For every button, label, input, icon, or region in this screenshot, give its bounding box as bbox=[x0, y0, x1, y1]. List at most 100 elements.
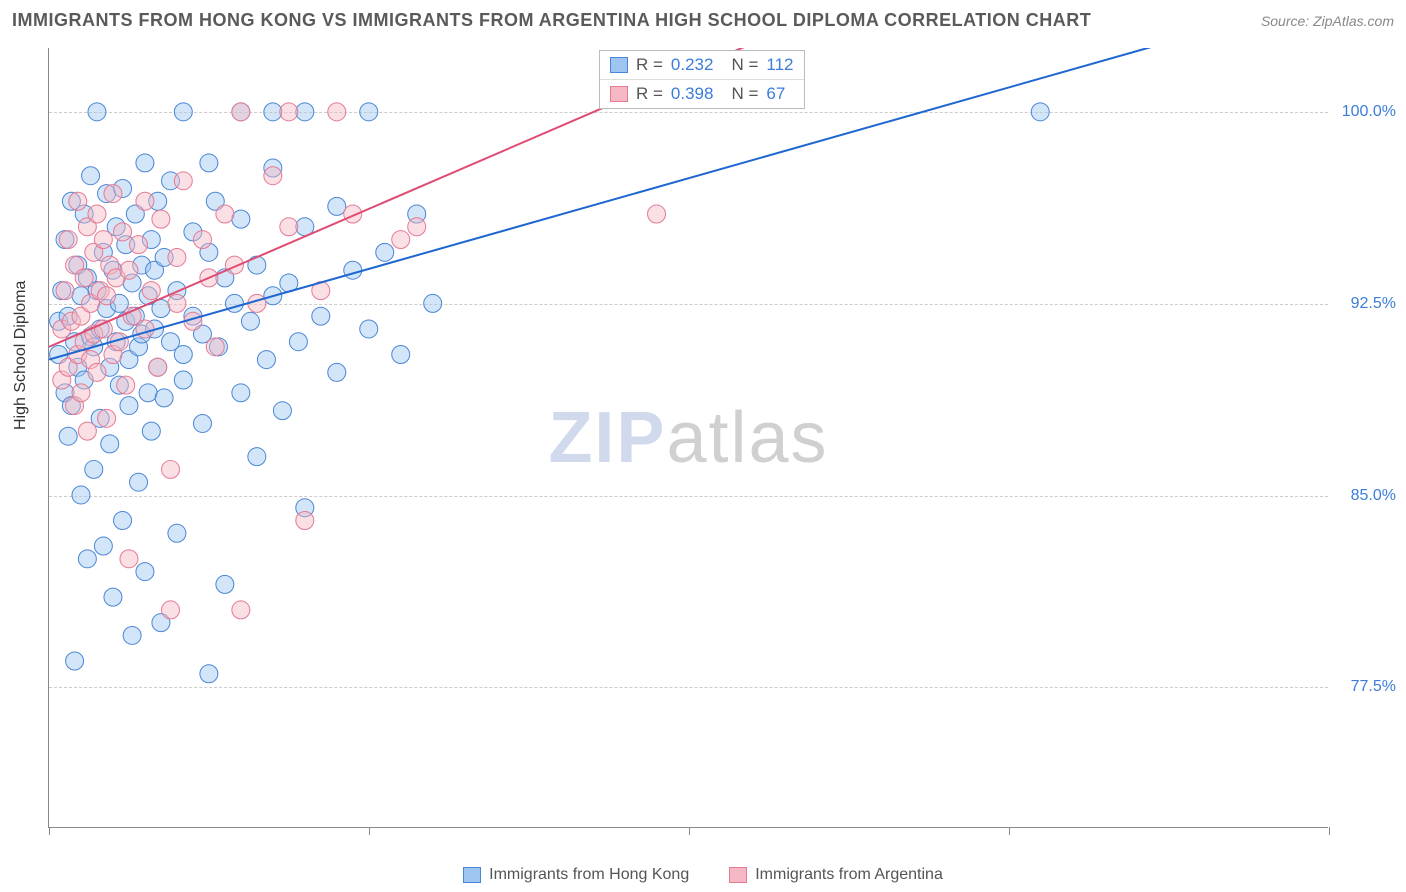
scatter-point bbox=[59, 427, 77, 445]
scatter-point bbox=[376, 243, 394, 261]
scatter-point bbox=[174, 371, 192, 389]
scatter-point bbox=[168, 294, 186, 312]
scatter-point bbox=[264, 103, 282, 121]
scatter-point bbox=[193, 414, 211, 432]
ytick-label: 92.5% bbox=[1351, 295, 1396, 313]
scatter-point bbox=[120, 550, 138, 568]
scatter-point bbox=[78, 422, 96, 440]
scatter-point bbox=[312, 307, 330, 325]
legend-label: Immigrants from Argentina bbox=[755, 866, 943, 884]
scatter-point bbox=[174, 172, 192, 190]
scatter-point bbox=[130, 236, 148, 254]
stat-r-value: 0.232 bbox=[671, 55, 714, 75]
legend-bottom: Immigrants from Hong Kong Immigrants from… bbox=[0, 866, 1406, 884]
swatch-icon bbox=[729, 867, 747, 883]
scatter-point bbox=[117, 376, 135, 394]
chart-svg bbox=[49, 48, 1328, 827]
scatter-point bbox=[232, 384, 250, 402]
scatter-point bbox=[98, 409, 116, 427]
scatter-point bbox=[328, 363, 346, 381]
scatter-point bbox=[174, 103, 192, 121]
scatter-point bbox=[248, 448, 266, 466]
scatter-point bbox=[136, 563, 154, 581]
scatter-point bbox=[142, 422, 160, 440]
source-label: Source: ZipAtlas.com bbox=[1261, 13, 1394, 29]
scatter-point bbox=[88, 363, 106, 381]
stat-n-label: N = bbox=[731, 84, 758, 104]
stat-r-label: R = bbox=[636, 55, 663, 75]
scatter-point bbox=[232, 210, 250, 228]
scatter-point bbox=[1031, 103, 1049, 121]
scatter-point bbox=[136, 320, 154, 338]
scatter-point bbox=[216, 205, 234, 223]
scatter-point bbox=[264, 167, 282, 185]
xtick bbox=[1329, 827, 1330, 835]
scatter-point bbox=[257, 351, 275, 369]
scatter-point bbox=[104, 185, 122, 203]
scatter-point bbox=[72, 384, 90, 402]
scatter-point bbox=[78, 550, 96, 568]
chart-title: IMMIGRANTS FROM HONG KONG VS IMMIGRANTS … bbox=[12, 10, 1091, 31]
xtick bbox=[1009, 827, 1010, 835]
xtick bbox=[369, 827, 370, 835]
stats-row: R =0.398N =67 bbox=[600, 80, 804, 108]
scatter-point bbox=[75, 269, 93, 287]
scatter-point bbox=[360, 103, 378, 121]
scatter-point bbox=[168, 248, 186, 266]
stats-row: R = 0.232 N = 112 bbox=[600, 51, 804, 80]
scatter-point bbox=[216, 575, 234, 593]
scatter-point bbox=[408, 218, 426, 236]
stat-n-value: 112 bbox=[766, 55, 793, 75]
scatter-point bbox=[120, 261, 138, 279]
scatter-point bbox=[328, 103, 346, 121]
swatch-icon bbox=[610, 57, 628, 73]
scatter-point bbox=[280, 103, 298, 121]
scatter-point bbox=[168, 524, 186, 542]
scatter-point bbox=[82, 167, 100, 185]
legend-item: Immigrants from Hong Kong bbox=[463, 866, 689, 884]
stats-box: R =0.232N =112R =0.398N =67 bbox=[599, 50, 805, 109]
scatter-point bbox=[72, 486, 90, 504]
scatter-point bbox=[101, 435, 119, 453]
scatter-point bbox=[155, 389, 173, 407]
scatter-point bbox=[360, 320, 378, 338]
scatter-point bbox=[289, 333, 307, 351]
scatter-point bbox=[200, 665, 218, 683]
swatch-icon bbox=[610, 86, 628, 102]
scatter-point bbox=[88, 205, 106, 223]
swatch-icon bbox=[463, 867, 481, 883]
scatter-point bbox=[114, 223, 132, 241]
legend-label: Immigrants from Hong Kong bbox=[489, 866, 689, 884]
scatter-point bbox=[248, 256, 266, 274]
scatter-point bbox=[88, 103, 106, 121]
scatter-point bbox=[142, 282, 160, 300]
scatter-point bbox=[162, 460, 180, 478]
ytick-label: 85.0% bbox=[1351, 487, 1396, 505]
scatter-point bbox=[273, 402, 291, 420]
scatter-point bbox=[193, 231, 211, 249]
stat-r-label: R = bbox=[636, 84, 663, 104]
scatter-point bbox=[424, 294, 442, 312]
scatter-point bbox=[114, 512, 132, 530]
y-axis-label: High School Diploma bbox=[12, 281, 30, 430]
scatter-point bbox=[392, 346, 410, 364]
scatter-point bbox=[123, 626, 141, 644]
scatter-point bbox=[241, 312, 259, 330]
trend-line bbox=[49, 48, 1008, 347]
scatter-point bbox=[174, 346, 192, 364]
stat-n-label: N = bbox=[731, 55, 758, 75]
scatter-point bbox=[98, 287, 116, 305]
scatter-point bbox=[392, 231, 410, 249]
ytick-label: 77.5% bbox=[1351, 678, 1396, 696]
scatter-point bbox=[94, 231, 112, 249]
scatter-point bbox=[328, 197, 346, 215]
scatter-point bbox=[344, 261, 362, 279]
scatter-point bbox=[296, 512, 314, 530]
scatter-point bbox=[232, 601, 250, 619]
stat-n-value: 67 bbox=[766, 84, 785, 104]
scatter-point bbox=[152, 210, 170, 228]
scatter-point bbox=[104, 588, 122, 606]
xtick bbox=[689, 827, 690, 835]
scatter-point bbox=[296, 103, 314, 121]
scatter-point bbox=[206, 338, 224, 356]
